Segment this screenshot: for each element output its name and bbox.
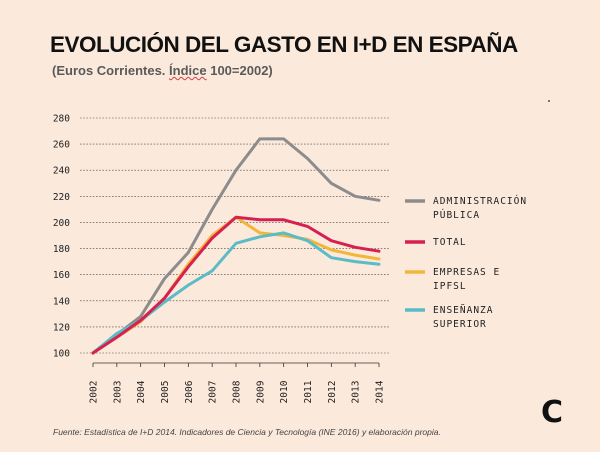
series-line-administración-pública [91, 137, 381, 355]
x-tick-label-2010: 2010 [279, 380, 290, 403]
y-tick-label-180: 180 [53, 244, 70, 255]
x-tick-label-2007: 2007 [208, 381, 219, 404]
x-tick-label-2009: 2009 [255, 380, 266, 403]
subtitle-prefix: (Euros Corrientes. [52, 63, 170, 78]
x-tick-label-2005: 2005 [160, 381, 171, 404]
x-tick-label-2008: 2008 [232, 380, 243, 403]
x-tick-label-2003: 2003 [112, 381, 123, 404]
series-line-total [91, 215, 381, 355]
x-tick-label-2013: 2013 [351, 381, 362, 404]
x-tick-label-2006: 2006 [184, 380, 195, 403]
legend-label-total-0: TOTAL [433, 237, 467, 248]
y-tick-label-160: 160 [53, 270, 70, 281]
y-tick-label-240: 240 [53, 166, 70, 177]
gridlines [80, 117, 390, 354]
y-tick-label-220: 220 [53, 192, 70, 203]
y-tick-label-260: 260 [53, 140, 70, 151]
y-tick-label-280: 280 [53, 114, 70, 125]
chart-title: EVOLUCIÓN DEL GASTO EN I+D EN ESPAÑA [50, 32, 518, 57]
x-tick-label-2011: 2011 [303, 380, 314, 403]
decorative-dot [548, 100, 550, 102]
subtitle-underlined: Índice [169, 63, 207, 78]
subtitle-suffix: 100=2002) [206, 63, 273, 78]
x-tick-label-2002: 2002 [89, 381, 100, 404]
x-tick-label-2012: 2012 [327, 381, 338, 404]
y-tick-label-120: 120 [53, 322, 70, 333]
legend-label-enseñanza-superior-0: ENSEÑANZA [433, 305, 493, 316]
legend-label-enseñanza-superior-1: SUPERIOR [433, 319, 487, 330]
y-tick-label-100: 100 [53, 349, 70, 360]
y-tick-label-140: 140 [53, 296, 70, 307]
brand-logo: C [541, 395, 564, 430]
x-tick-label-2004: 2004 [136, 380, 147, 403]
x-tick-label-2014: 2014 [375, 380, 386, 403]
y-tick-label-200: 200 [53, 218, 70, 229]
source-footnote: Fuente: Estadística de I+D 2014. Indicad… [53, 427, 441, 437]
chart-subtitle: (Euros Corrientes. Índice 100=2002) [52, 63, 273, 78]
legend-label-administración-pública-1: PÚBLICA [433, 209, 480, 221]
legend-label-empresas-e-ipfsl-0: EMPRESAS E [433, 267, 500, 278]
series-line-empresas-e-ipfsl [91, 215, 381, 355]
legend-label-administración-pública-0: ADMINISTRACIÓN [433, 195, 527, 207]
legend-label-empresas-e-ipfsl-1: IPFSL [433, 281, 467, 292]
